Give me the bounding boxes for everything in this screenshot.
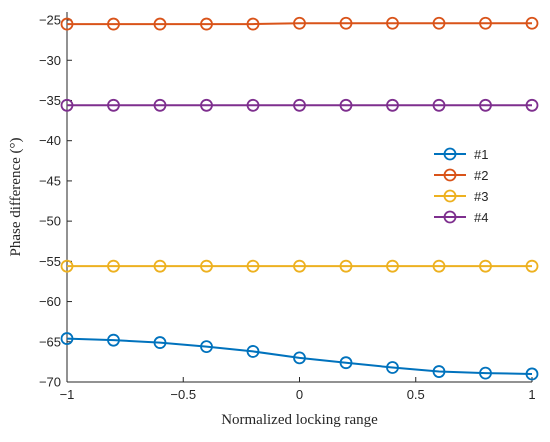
y-tick-label: −35 [39,93,61,108]
series-4 [60,98,539,112]
data-point [432,16,446,30]
data-point [153,336,167,349]
series-layer [60,16,539,381]
data-point [479,259,492,273]
data-point [153,17,167,31]
legend-item: #3 [434,189,488,204]
data-point [293,351,306,365]
data-point [293,259,306,273]
data-point [153,259,167,273]
y-tick-label: −30 [39,53,61,68]
legend-label: #2 [474,168,488,183]
legend-item: #1 [434,147,488,162]
series-line [66,337,533,375]
data-point [107,333,120,347]
y-tick-label: −25 [39,13,61,28]
data-point [339,98,353,112]
data-point [525,16,539,30]
y-axis-label: Phase difference (°) [8,137,24,256]
data-point [246,98,260,112]
legend-marker [443,189,457,203]
legend-label: #4 [474,210,488,225]
y-tick-label: −55 [39,254,61,269]
y-tick-label: −45 [39,173,61,188]
data-point [107,17,120,31]
x-tick-label: 0.5 [407,387,425,402]
data-point [246,345,260,358]
x-tick-label: −0.5 [170,387,196,402]
legend: #1 #2 #3 #4 [434,147,488,225]
data-point [200,340,213,354]
x-tick-label: 1 [528,387,535,402]
data-point [107,259,120,273]
series-1 [60,332,539,381]
data-point [386,361,399,374]
x-axis-label: Normalized locking range [221,412,378,428]
series-2 [60,16,539,31]
y-tick-label: −40 [39,133,61,148]
data-point [479,16,492,30]
data-point [60,332,74,345]
legend-marker [443,147,457,161]
series-line [67,22,532,26]
data-point [200,259,213,273]
data-point [60,17,74,31]
data-point [339,16,353,30]
x-tick-label: −1 [60,387,75,402]
legend-marker [443,210,457,224]
y-tick-label: −60 [39,294,61,309]
data-point [60,98,74,112]
legend-item: #4 [434,210,488,225]
data-point [60,259,74,273]
legend-item: #2 [434,168,488,183]
data-point [246,259,260,273]
data-point [246,17,260,31]
data-point [386,16,399,30]
series-3 [60,259,539,273]
data-point [479,366,492,380]
data-point [386,259,399,273]
y-tick-label: −70 [39,375,61,390]
data-point [386,98,399,112]
data-point [200,98,213,112]
y-tick-label: −65 [39,334,61,349]
legend-label: #1 [474,147,488,162]
data-point [293,16,306,30]
axes: −25 −30 −35 −40 −45 −50 −55 −60 −65 −70−1 −0.5 0 0.5… [39,12,536,402]
data-point [432,365,446,378]
data-point [339,259,353,273]
data-point [153,98,167,112]
data-point [525,367,539,381]
y-tick-label: −50 [39,214,61,229]
legend-marker [443,168,457,182]
x-tick-label: 0 [296,387,303,402]
data-point [479,98,492,112]
legend-label: #3 [474,189,488,204]
data-point [200,17,213,31]
data-point [525,259,539,273]
data-point [339,356,353,370]
data-point [293,98,306,112]
data-point [432,259,446,273]
data-point [107,98,120,112]
data-point [525,98,539,112]
data-point [432,98,446,112]
